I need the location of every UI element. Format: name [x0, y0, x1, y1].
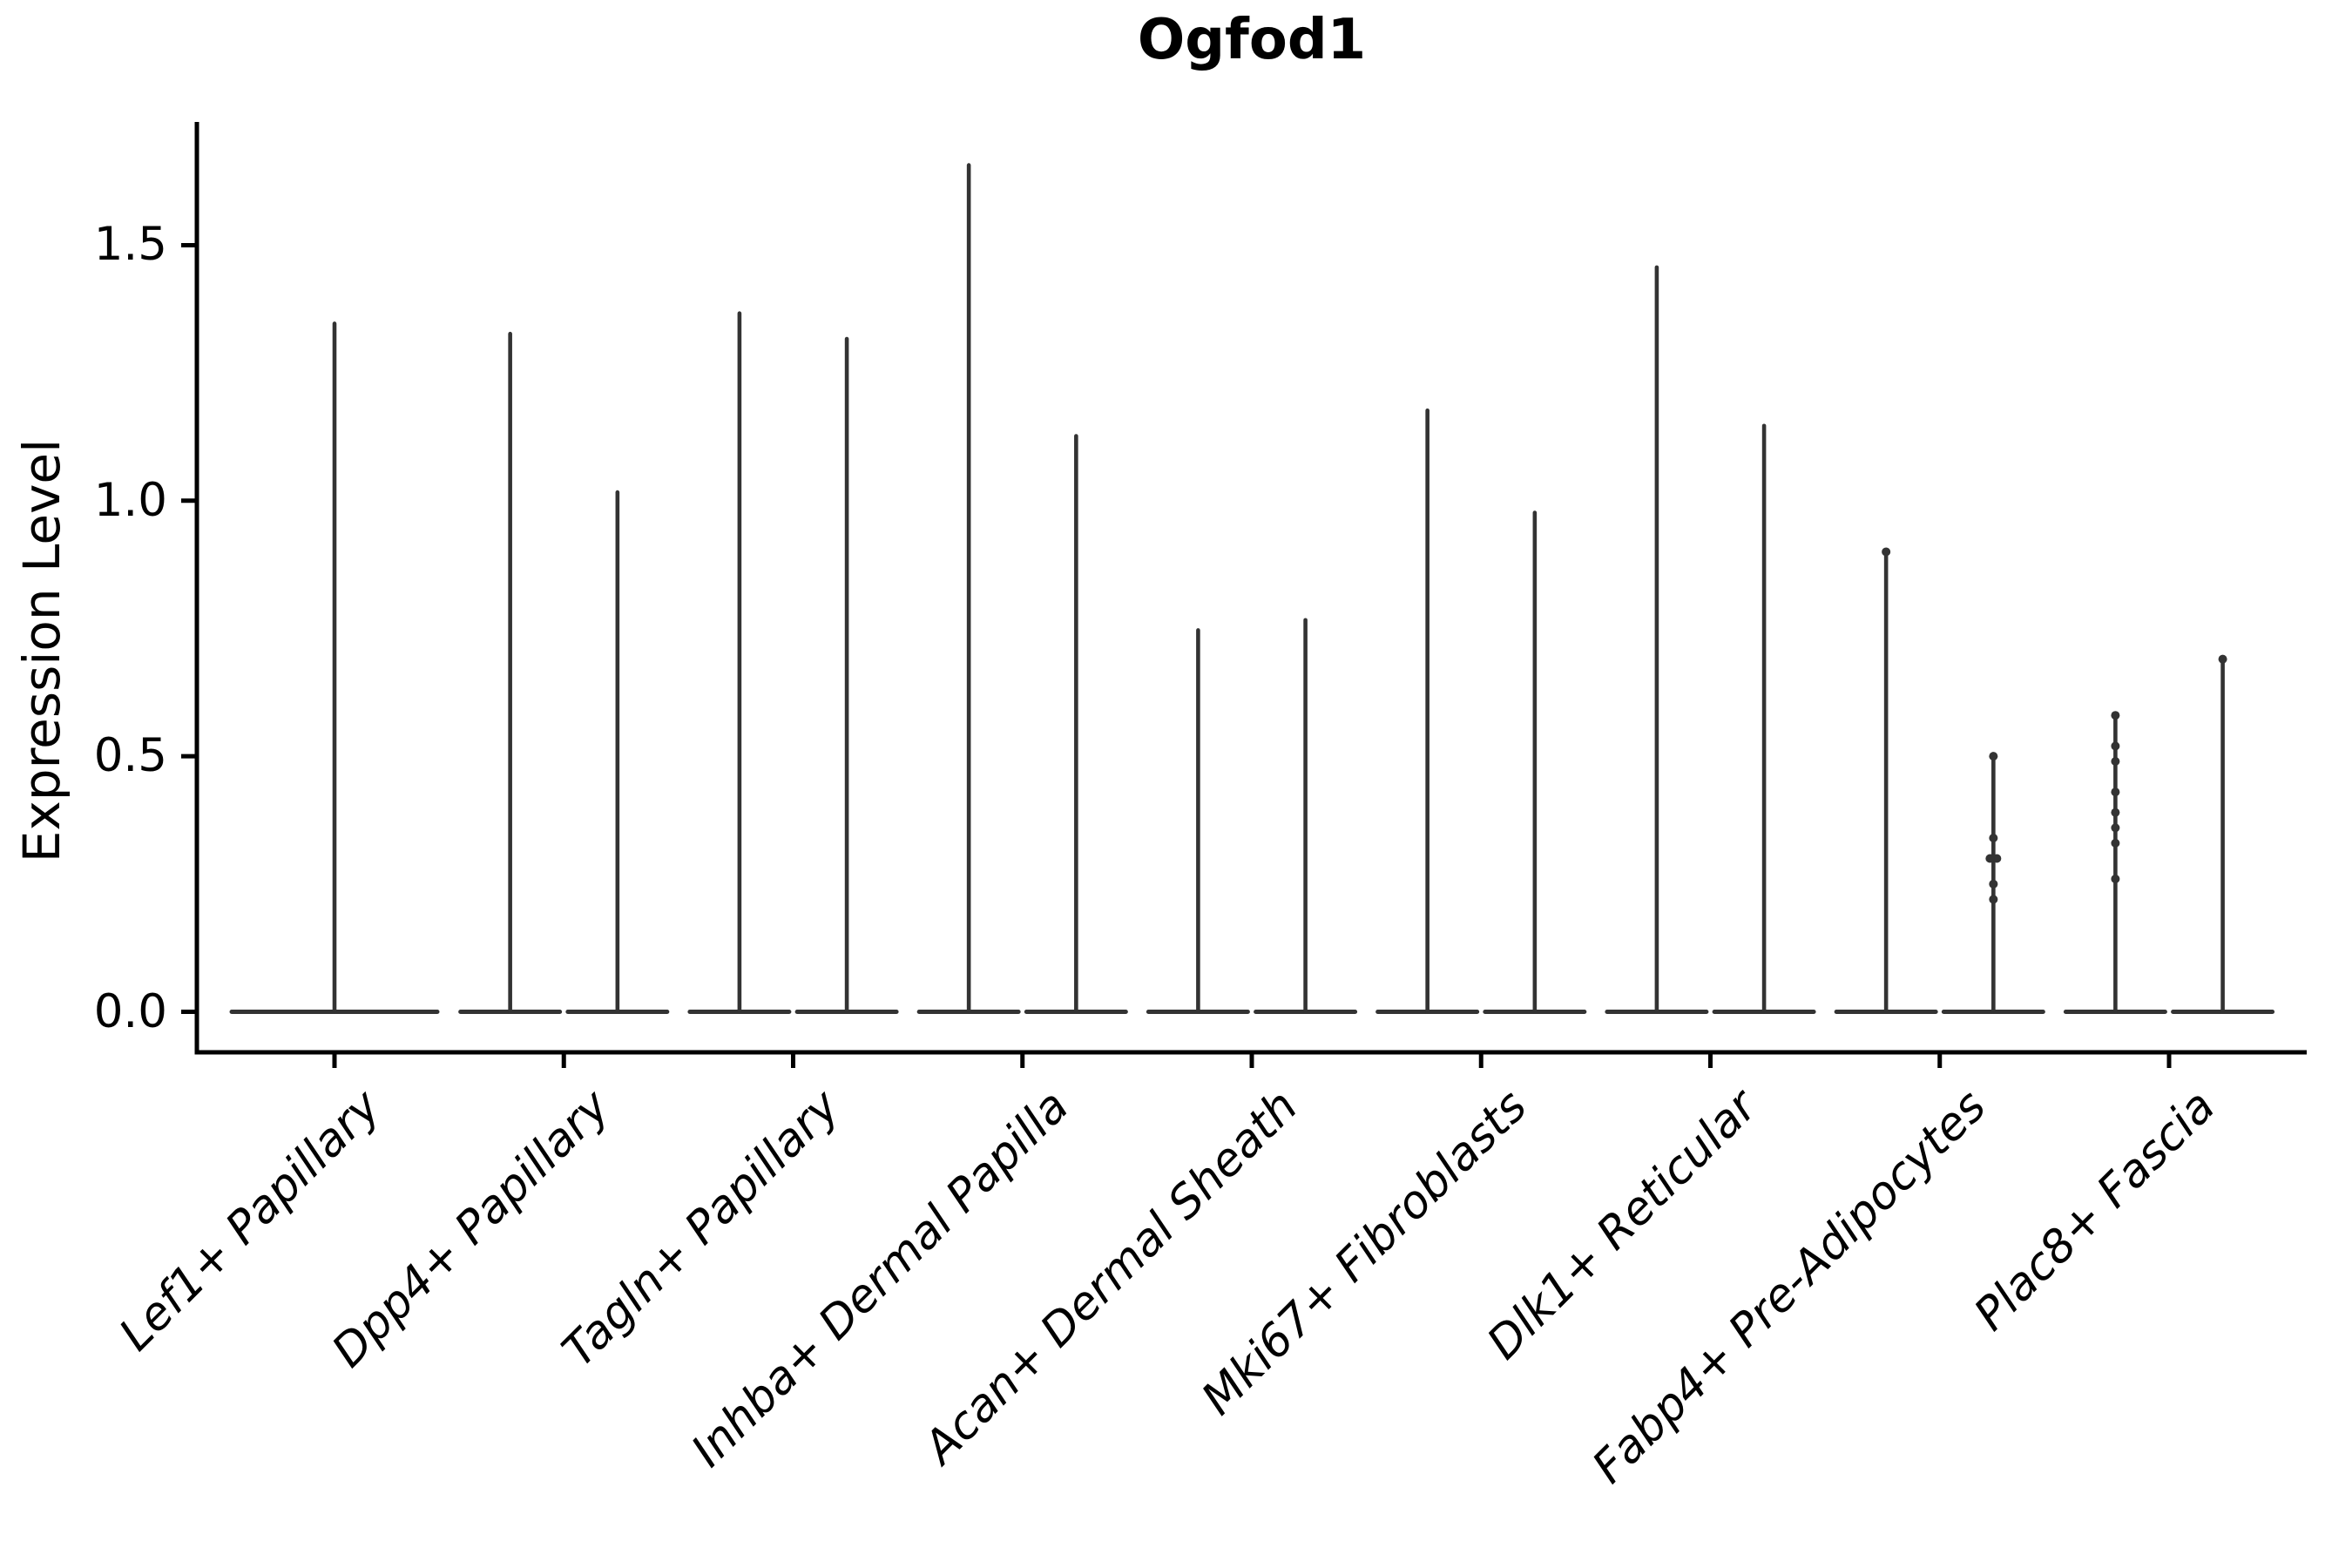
cell-point — [2111, 741, 2120, 751]
cell-point — [2111, 787, 2120, 797]
cell-point — [1882, 547, 1891, 557]
cell-point — [2111, 711, 2120, 720]
ytick-label-1-0: 1.0 — [93, 473, 167, 527]
cell-point — [2111, 808, 2120, 817]
cell-point — [1989, 879, 1998, 889]
cell-point — [1989, 895, 1998, 904]
y-axis-label: Expression Level — [12, 438, 71, 863]
ytick-label-0-5: 0.5 — [93, 729, 167, 783]
cell-point — [2111, 823, 2120, 833]
cell-point — [2111, 757, 2120, 767]
cell-point — [1985, 854, 1995, 863]
cell-point — [2111, 838, 2120, 848]
cell-point — [1989, 752, 1998, 761]
chart-title: Ogfod1 — [1137, 8, 1367, 72]
cell-point — [2111, 874, 2120, 883]
cell-point — [1989, 834, 1998, 843]
cell-point — [2218, 654, 2227, 664]
ytick-label-1-5: 1.5 — [93, 218, 167, 272]
cell-point — [1992, 854, 2002, 863]
ytick-label-0-0: 0.0 — [93, 984, 167, 1038]
